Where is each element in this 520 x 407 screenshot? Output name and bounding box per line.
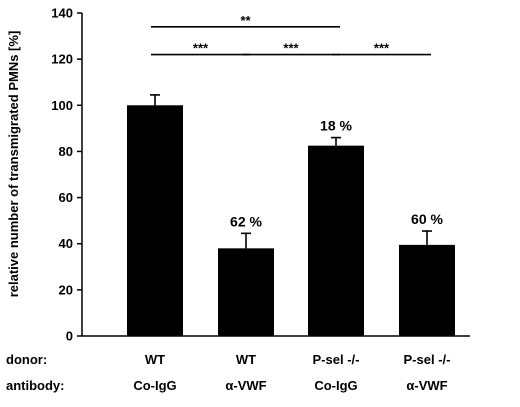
- bar: [127, 105, 183, 337]
- bar-value-label: 60 %: [411, 211, 443, 227]
- significance-label: ***: [193, 41, 209, 56]
- y-tick-label: 100: [51, 98, 73, 113]
- bar: [399, 244, 455, 336]
- category-label: Co-IgG: [314, 378, 357, 393]
- row-label: antibody:: [6, 378, 65, 393]
- category-label: WT: [145, 352, 165, 367]
- y-tick-label: 140: [51, 6, 73, 21]
- y-tick-label: 0: [66, 329, 73, 344]
- category-label: α-VWF: [225, 378, 266, 393]
- y-tick-label: 120: [51, 52, 73, 67]
- y-tick-label: 20: [59, 282, 73, 297]
- row-label: donor:: [6, 352, 47, 367]
- category-label: P-sel -/-: [404, 352, 451, 367]
- y-tick-label: 80: [59, 144, 73, 159]
- significance-label: **: [240, 13, 251, 28]
- category-label: α-VWF: [406, 378, 447, 393]
- bar: [218, 248, 274, 336]
- bar-value-label: 62 %: [230, 213, 262, 229]
- significance-label: ***: [374, 41, 390, 56]
- category-label: Co-IgG: [133, 378, 176, 393]
- bar-value-label: 18 %: [320, 118, 352, 134]
- bar: [308, 145, 364, 336]
- y-axis-title: relative number of transmigrated PMNs [%…: [6, 31, 21, 298]
- category-label: P-sel -/-: [313, 352, 360, 367]
- y-tick-label: 40: [59, 236, 73, 251]
- significance-label: ***: [283, 41, 299, 56]
- y-tick-label: 60: [59, 190, 73, 205]
- category-label: WT: [236, 352, 256, 367]
